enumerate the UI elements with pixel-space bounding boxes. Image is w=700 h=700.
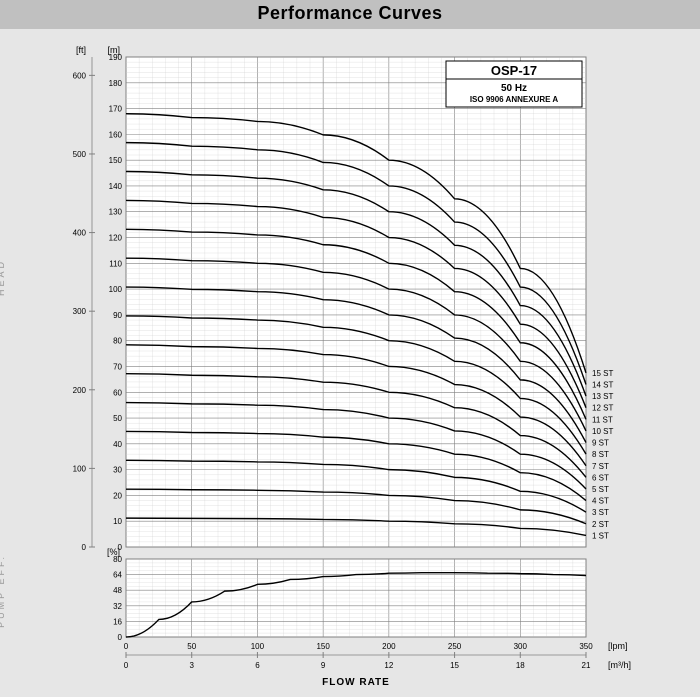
svg-text:90: 90 bbox=[113, 311, 122, 320]
svg-text:8 ST: 8 ST bbox=[592, 450, 609, 459]
svg-text:7 ST: 7 ST bbox=[592, 462, 609, 471]
svg-text:50: 50 bbox=[113, 414, 122, 423]
svg-text:70: 70 bbox=[113, 362, 122, 371]
svg-text:300: 300 bbox=[73, 307, 87, 316]
svg-text:80: 80 bbox=[113, 337, 122, 346]
svg-text:100: 100 bbox=[73, 464, 87, 473]
svg-text:9 ST: 9 ST bbox=[592, 439, 609, 448]
svg-text:[lpm]: [lpm] bbox=[608, 641, 628, 651]
svg-text:4 ST: 4 ST bbox=[592, 497, 609, 506]
svg-text:14 ST: 14 ST bbox=[592, 381, 613, 390]
svg-text:110: 110 bbox=[109, 259, 122, 268]
svg-text:500: 500 bbox=[73, 150, 87, 159]
svg-text:100: 100 bbox=[109, 285, 123, 294]
svg-text:10 ST: 10 ST bbox=[592, 427, 613, 436]
svg-text:250: 250 bbox=[448, 642, 462, 651]
performance-chart: 0102030405060708090100110120130140150160… bbox=[26, 39, 674, 687]
svg-text:120: 120 bbox=[109, 234, 123, 243]
svg-text:40: 40 bbox=[113, 440, 122, 449]
svg-text:FLOW RATE: FLOW RATE bbox=[322, 677, 390, 687]
svg-text:6 ST: 6 ST bbox=[592, 473, 609, 482]
svg-text:9: 9 bbox=[321, 661, 326, 670]
svg-text:6: 6 bbox=[255, 661, 260, 670]
svg-text:0: 0 bbox=[118, 633, 123, 642]
svg-text:3 ST: 3 ST bbox=[592, 508, 609, 517]
svg-text:180: 180 bbox=[109, 79, 123, 88]
svg-text:130: 130 bbox=[109, 208, 123, 217]
svg-text:200: 200 bbox=[73, 386, 87, 395]
svg-text:OSP-17: OSP-17 bbox=[491, 63, 537, 78]
svg-text:140: 140 bbox=[109, 182, 123, 191]
svg-text:170: 170 bbox=[109, 105, 123, 114]
svg-text:1 ST: 1 ST bbox=[592, 531, 609, 540]
svg-text:11 ST: 11 ST bbox=[592, 415, 613, 424]
svg-text:5 ST: 5 ST bbox=[592, 485, 609, 494]
svg-text:0: 0 bbox=[124, 661, 129, 670]
svg-text:21: 21 bbox=[582, 661, 591, 670]
chart-area: HEAD PUMP EFF. 0102030405060708090100110… bbox=[0, 29, 700, 697]
svg-text:150: 150 bbox=[109, 156, 123, 165]
head-axis-label: HEAD bbox=[0, 259, 6, 296]
svg-text:160: 160 bbox=[109, 130, 123, 139]
svg-text:[m]: [m] bbox=[108, 45, 121, 55]
svg-text:16: 16 bbox=[113, 617, 122, 626]
svg-text:60: 60 bbox=[113, 388, 122, 397]
svg-text:[ft]: [ft] bbox=[76, 45, 86, 55]
svg-text:48: 48 bbox=[113, 586, 122, 595]
svg-text:ISO 9906 ANNEXURE A: ISO 9906 ANNEXURE A bbox=[470, 95, 559, 104]
svg-text:[m³/h]: [m³/h] bbox=[608, 660, 631, 670]
svg-text:400: 400 bbox=[73, 229, 87, 238]
svg-text:32: 32 bbox=[113, 602, 122, 611]
svg-text:20: 20 bbox=[113, 491, 122, 500]
svg-text:600: 600 bbox=[73, 71, 87, 80]
svg-text:350: 350 bbox=[579, 642, 593, 651]
svg-text:0: 0 bbox=[82, 543, 87, 552]
svg-text:200: 200 bbox=[382, 642, 396, 651]
svg-text:2 ST: 2 ST bbox=[592, 520, 609, 529]
svg-text:50 Hz: 50 Hz bbox=[501, 83, 527, 94]
svg-text:15 ST: 15 ST bbox=[592, 369, 613, 378]
svg-text:18: 18 bbox=[516, 661, 525, 670]
svg-text:12: 12 bbox=[384, 661, 393, 670]
svg-text:13 ST: 13 ST bbox=[592, 392, 613, 401]
svg-text:30: 30 bbox=[113, 466, 122, 475]
svg-text:10: 10 bbox=[113, 517, 122, 526]
svg-text:3: 3 bbox=[189, 661, 194, 670]
svg-text:64: 64 bbox=[113, 571, 122, 580]
svg-text:300: 300 bbox=[514, 642, 528, 651]
page-title: Performance Curves bbox=[0, 0, 700, 29]
svg-text:15: 15 bbox=[450, 661, 459, 670]
svg-text:12 ST: 12 ST bbox=[592, 404, 613, 413]
svg-text:100: 100 bbox=[251, 642, 265, 651]
svg-text:150: 150 bbox=[316, 642, 330, 651]
eff-axis-label: PUMP EFF. bbox=[0, 554, 6, 628]
svg-text:50: 50 bbox=[187, 642, 196, 651]
svg-text:0: 0 bbox=[124, 642, 129, 651]
svg-text:[%]: [%] bbox=[107, 547, 120, 557]
